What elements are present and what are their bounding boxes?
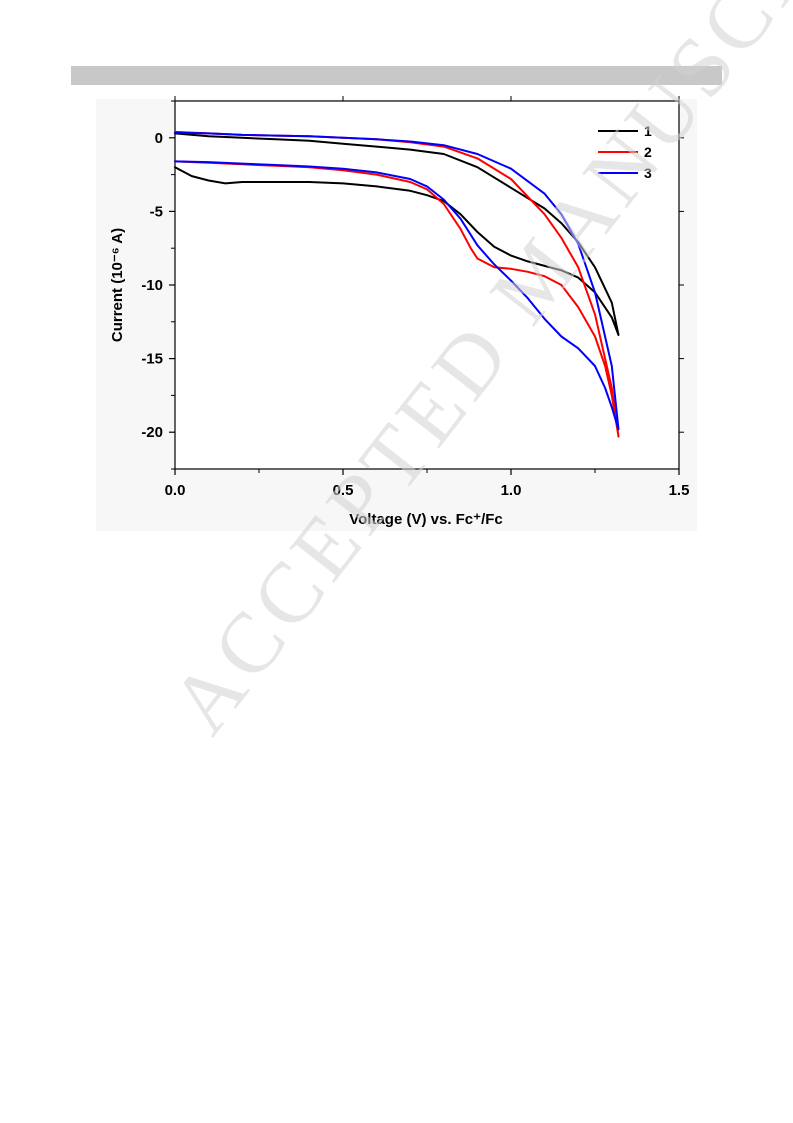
- y-axis-title: Current (10⁻⁶ A): [109, 228, 126, 342]
- x-tick-label: 1.0: [501, 482, 522, 499]
- x-tick-label: 0.5: [333, 482, 354, 499]
- x-tick-label: 1.5: [669, 482, 690, 499]
- x-axis-title: Voltage (V) vs. Fc⁺/Fc: [349, 511, 503, 528]
- legend-label-3: 3: [644, 165, 652, 181]
- x-tick-label: 0.0: [165, 482, 186, 499]
- x-axis: 0.0 0.5 1.0 1.5: [165, 96, 690, 499]
- legend: 1 2 3: [598, 123, 652, 181]
- plot-area: [174, 100, 680, 470]
- series-group: [174, 130, 620, 438]
- y-tick-label: 0: [155, 130, 163, 147]
- y-tick-label: -15: [141, 351, 163, 368]
- plot-frame: [174, 100, 680, 470]
- y-tick-label: -5: [150, 203, 163, 220]
- y-tick-label: -10: [141, 277, 163, 294]
- series-line-3: [174, 131, 620, 431]
- y-axis: 0 -5 -10 -15 -20: [141, 100, 684, 470]
- series-line-1: [174, 132, 620, 336]
- y-tick-label: -20: [141, 424, 163, 441]
- legend-label-1: 1: [644, 123, 652, 139]
- header-bar: [71, 66, 722, 85]
- legend-label-2: 2: [644, 144, 652, 160]
